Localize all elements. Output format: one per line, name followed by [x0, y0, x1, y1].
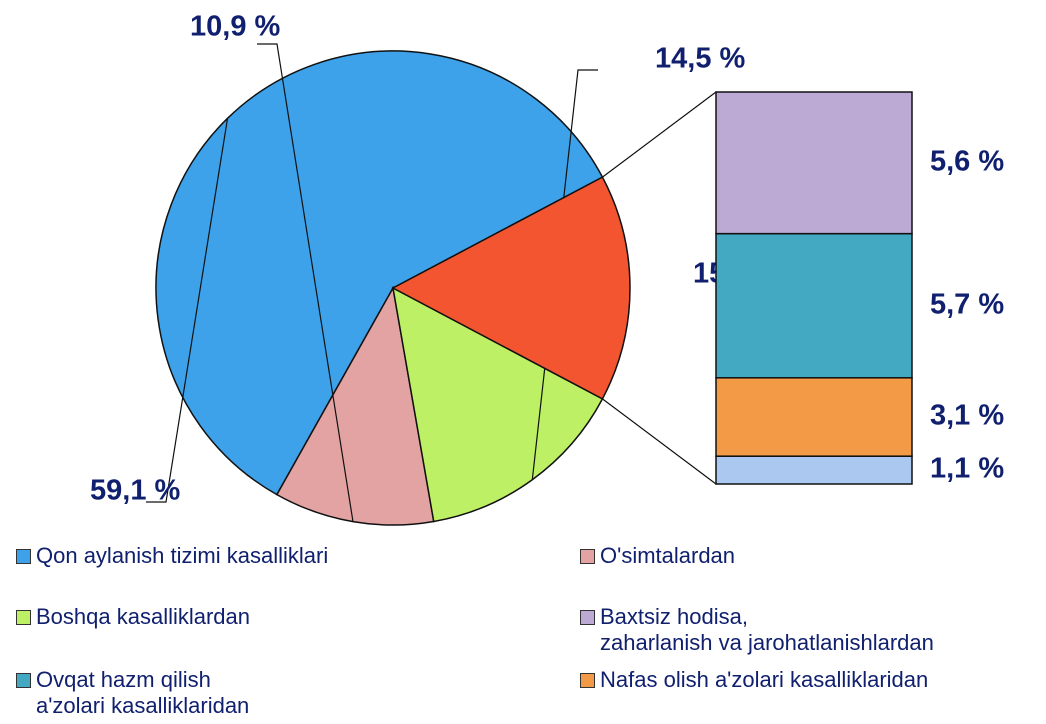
legend-label: Qon aylanish tizimi kasalliklari — [36, 543, 329, 568]
data-label: 3,1 % — [930, 400, 1004, 432]
bar-segment — [715, 377, 913, 457]
bar-segment — [715, 455, 913, 485]
legend-swatch — [580, 610, 595, 625]
data-label: 59,1 % — [90, 475, 180, 507]
bar-segment — [715, 232, 913, 379]
connector — [602, 398, 717, 485]
legend-label: Baxtsiz hodisa, zaharlanish va jarohatla… — [600, 604, 934, 655]
legend-label: Boshqa kasalliklardan — [36, 604, 251, 629]
legend-item: Boshqa kasalliklardan — [14, 604, 250, 630]
legend-item: Ovqat hazm qilish a'zolari kasalliklarid… — [14, 667, 249, 719]
legend-swatch — [16, 549, 31, 564]
legend-item: O'simtalardan — [578, 543, 735, 569]
data-label: 1,1 % — [930, 453, 1004, 485]
pie-slice — [391, 176, 631, 400]
data-label: 10,9 % — [190, 11, 280, 43]
legend-swatch — [16, 610, 31, 625]
legend-swatch — [580, 549, 595, 564]
data-label: 14,5 % — [655, 43, 745, 75]
leader-line — [257, 43, 354, 522]
connector — [602, 91, 717, 178]
legend-label: O'simtalardan — [600, 543, 736, 568]
legend-swatch — [16, 673, 31, 688]
legend-label: Ovqat hazm qilish a'zolari kasalliklarid… — [36, 667, 250, 718]
legend-item: Nafas olish a'zolari kasalliklaridan — [578, 667, 928, 693]
leader-line — [146, 118, 229, 503]
legend-item: Qon aylanish tizimi kasalliklari — [14, 543, 328, 569]
legend-swatch — [580, 673, 595, 688]
legend-item: Baxtsiz hodisa, zaharlanish va jarohatla… — [578, 604, 934, 656]
data-label: 5,6 % — [930, 145, 1004, 177]
bar-segment — [715, 91, 913, 235]
legend-label: Nafas olish a'zolari kasalliklaridan — [600, 667, 929, 692]
data-label: 5,7 % — [930, 288, 1004, 320]
